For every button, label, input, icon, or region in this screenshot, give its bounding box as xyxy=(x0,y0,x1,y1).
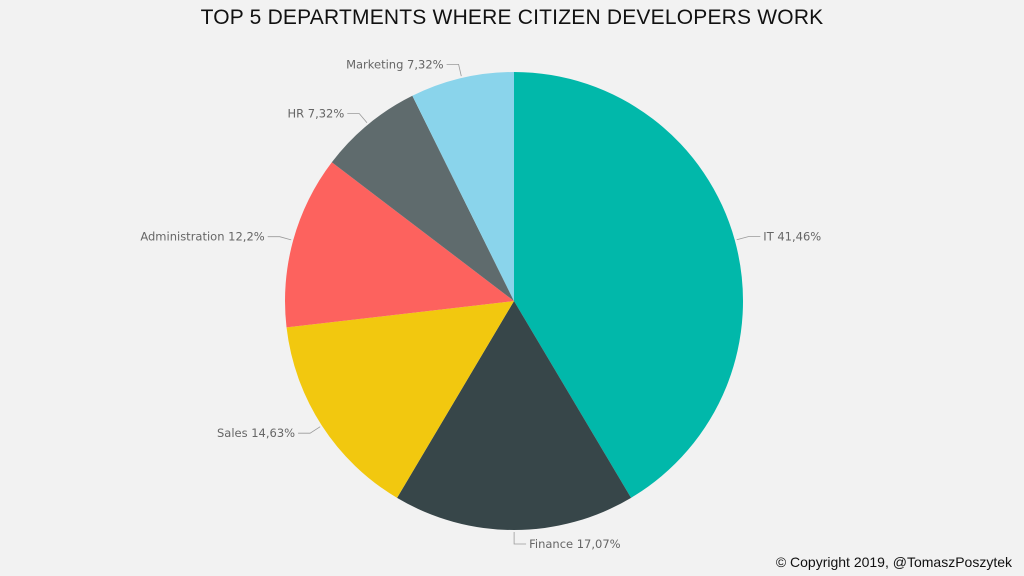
chart-title: TOP 5 DEPARTMENTS WHERE CITIZEN DEVELOPE… xyxy=(200,6,824,29)
data-label-hr: HR 7,32% xyxy=(287,107,344,121)
label-leader-lines xyxy=(267,64,761,545)
pie-slice-it[interactable] xyxy=(514,72,744,498)
leader-line-finance xyxy=(513,532,527,545)
pie-slice-marketing[interactable] xyxy=(412,72,514,301)
data-label-marketing: Marketing 7,32% xyxy=(346,57,444,71)
pie-slice-sales[interactable] xyxy=(286,301,514,498)
pie-slice-hr[interactable] xyxy=(331,95,514,301)
leader-line-it xyxy=(736,236,761,241)
data-label-it: IT 41,46% xyxy=(763,230,821,244)
leader-line-administration xyxy=(267,236,292,241)
pie-slice-administration[interactable] xyxy=(285,162,514,328)
data-label-administration: Administration 12,2% xyxy=(140,230,264,244)
pie-slices xyxy=(285,72,744,531)
leader-line-marketing xyxy=(446,64,462,77)
data-label-finance: Finance 17,07% xyxy=(529,537,621,551)
pie-slice-finance[interactable] xyxy=(397,301,632,531)
copyright-notice: © Copyright 2019, @TomaszPoszytek xyxy=(775,554,1012,570)
leader-line-hr xyxy=(347,113,368,124)
data-label-sales: Sales 14,63% xyxy=(217,426,295,440)
slice-labels: IT 41,46% Finance 17,07% Sales 14,63% Admin… xyxy=(140,57,821,551)
leader-line-sales xyxy=(298,426,321,434)
